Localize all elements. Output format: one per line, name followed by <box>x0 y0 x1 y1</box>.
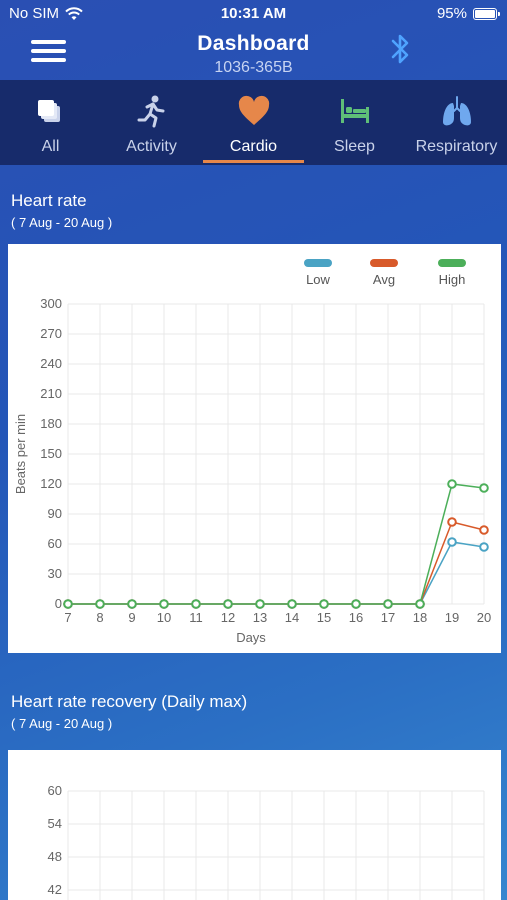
x-tick-label: 9 <box>128 610 135 625</box>
legend-swatch <box>304 259 332 267</box>
tab-label: Cardio <box>229 138 278 155</box>
running-person-icon <box>137 95 164 128</box>
x-tick-label: 10 <box>157 610 171 625</box>
heart-rate-date-range: ( 7 Aug - 20 Aug ) <box>11 215 113 230</box>
lungs-icon <box>442 96 471 126</box>
hamburger-menu-icon[interactable] <box>31 40 66 64</box>
x-tick-label: 7 <box>64 610 71 625</box>
data-point-high <box>447 479 457 489</box>
data-point-high <box>223 599 233 609</box>
y-tick-label: 240 <box>40 356 62 371</box>
y-tick-label: 300 <box>40 296 62 311</box>
battery-percent: 95% <box>436 5 467 22</box>
legend-label: Low <box>306 272 330 287</box>
battery-icon <box>473 7 500 20</box>
tab-sleep[interactable]: Sleep <box>304 80 405 165</box>
x-tick-label: 12 <box>221 610 235 625</box>
y-tick-label: 90 <box>48 506 62 521</box>
series-line-high <box>68 483 485 605</box>
heart-icon <box>238 95 269 125</box>
wifi-icon <box>65 6 83 20</box>
battery-status: 95% <box>436 5 500 22</box>
data-point-high <box>479 483 489 493</box>
tab-label: Activity <box>126 138 177 155</box>
x-tick-label: 16 <box>349 610 363 625</box>
tab-label: All <box>41 138 60 155</box>
x-axis-title: Days <box>236 630 266 645</box>
data-point-high <box>383 599 393 609</box>
page-title: Dashboard <box>197 32 310 55</box>
heart-rate-chart: 0 30 60 90 120 150 180 210 240 270 300 7 8 9 10 11 12 13 1… <box>13 259 491 645</box>
y-tick-label: 0 <box>55 596 62 611</box>
y-tick-label: 54 <box>48 816 62 831</box>
legend-label: Avg <box>373 272 395 287</box>
legend-label: High <box>439 272 466 287</box>
recovery-title: Heart rate recovery (Daily max) <box>11 692 248 711</box>
tab-label: Respiratory <box>415 138 498 155</box>
y-tick-label: 270 <box>40 326 62 341</box>
y-tick-label: 120 <box>40 476 62 491</box>
legend-swatch <box>370 259 398 267</box>
status-bar: No SIM 10:31 AM 95% <box>0 0 507 28</box>
carrier-label: No SIM <box>9 5 60 22</box>
carrier-status: No SIM <box>9 5 83 22</box>
x-tick-label: 8 <box>96 610 103 625</box>
data-point-high <box>319 599 329 609</box>
x-tick-label: 13 <box>253 610 267 625</box>
data-point-high <box>127 599 137 609</box>
data-point-high <box>191 599 201 609</box>
recovery-chart: 60 54 48 42 <box>48 783 485 900</box>
heart-rate-title: Heart rate <box>11 191 87 210</box>
category-tabbar: All Activity Cardio Sleep Res <box>0 80 507 165</box>
x-tick-label: 14 <box>285 610 299 625</box>
y-tick-label: 180 <box>40 416 62 431</box>
recovery-date-range: ( 7 Aug - 20 Aug ) <box>11 716 113 731</box>
tab-cardio[interactable]: Cardio <box>203 80 304 165</box>
data-point-high <box>351 599 361 609</box>
y-tick-label: 210 <box>40 386 62 401</box>
y-tick-label: 60 <box>48 536 62 551</box>
tab-respiratory[interactable]: Respiratory <box>406 80 507 165</box>
app-header: Dashboard 1036-365B <box>0 28 507 80</box>
series-line-avg <box>68 521 485 605</box>
data-point-avg <box>479 525 489 535</box>
cards-icon <box>37 100 60 122</box>
data-point-high <box>159 599 169 609</box>
data-point-high <box>287 599 297 609</box>
data-point-high <box>415 599 425 609</box>
tab-label: Sleep <box>334 138 375 155</box>
heart-rate-chart-card: 0 30 60 90 120 150 180 210 240 270 300 7 8 9 10 11 12 13 1… <box>8 244 501 653</box>
y-axis-title: Beats per min <box>13 414 28 494</box>
x-tick-label: 15 <box>317 610 331 625</box>
clock: 10:31 AM <box>220 5 287 22</box>
legend-swatch <box>438 259 466 267</box>
x-tick-label: 19 <box>445 610 459 625</box>
data-point-low <box>479 542 489 552</box>
active-tab-indicator <box>203 160 304 163</box>
series-line-low <box>68 541 485 605</box>
x-tick-label: 17 <box>381 610 395 625</box>
y-tick-label: 150 <box>40 446 62 461</box>
bed-icon <box>340 99 369 123</box>
data-point-high <box>95 599 105 609</box>
data-point-high <box>255 599 265 609</box>
device-id: 1036-365B <box>214 59 293 76</box>
y-tick-label: 48 <box>48 849 62 864</box>
data-point-high <box>63 599 73 609</box>
tab-all[interactable]: All <box>0 80 101 165</box>
x-tick-label: 18 <box>413 610 427 625</box>
tab-activity[interactable]: Activity <box>101 80 202 165</box>
y-tick-label: 42 <box>48 882 62 897</box>
recovery-chart-card: 60 54 48 42 <box>8 750 501 900</box>
y-tick-label: 60 <box>48 783 62 798</box>
x-tick-label: 11 <box>189 610 203 625</box>
y-tick-label: 30 <box>48 566 62 581</box>
x-tick-label: 20 <box>477 610 491 625</box>
bluetooth-icon[interactable] <box>388 30 412 68</box>
data-point-low <box>447 537 457 547</box>
data-point-avg <box>447 517 457 527</box>
